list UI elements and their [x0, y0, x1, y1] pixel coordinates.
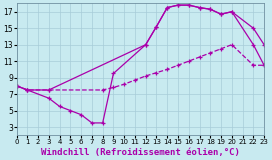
X-axis label: Windchill (Refroidissement éolien,°C): Windchill (Refroidissement éolien,°C) [41, 148, 240, 156]
